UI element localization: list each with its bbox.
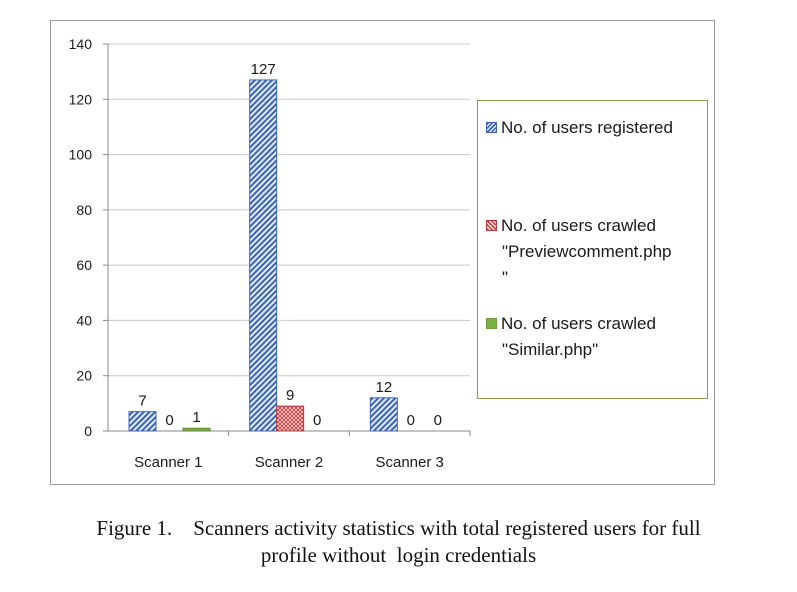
bar-0-2: [182, 427, 211, 432]
data-label-2-0: 12: [375, 379, 392, 396]
legend-entry-similar: No. of users crawled "Similar.php": [486, 311, 706, 363]
bar-1-0: [249, 79, 278, 432]
y-tick-label-100: 100: [69, 147, 93, 163]
data-label-0-2: 1: [192, 409, 200, 426]
gridlines: [108, 43, 470, 432]
bar-0-0: [128, 411, 157, 432]
caption-line-1: Figure 1. Scanners activity statistics w…: [96, 516, 701, 540]
bar-2-0: [369, 397, 398, 432]
x-axis: Scanner 1 Scanner 2 Scanner 3: [134, 454, 444, 471]
legend-label-previewcomment-1: No. of users crawled: [501, 216, 656, 235]
y-tick-label-80: 80: [76, 202, 92, 218]
legend-label-previewcomment-2: "Previewcomment.php: [502, 242, 672, 261]
data-label-0-0: 7: [138, 393, 146, 410]
y-tick-label-40: 40: [76, 312, 92, 328]
data-label-0-1: 0: [165, 412, 173, 429]
bars: [128, 79, 398, 432]
data-label-1-0: 127: [251, 61, 276, 78]
y-tick-label-0: 0: [84, 423, 92, 439]
data-label-2-2: 0: [434, 412, 442, 429]
legend-label-similar-1: No. of users crawled: [501, 314, 656, 333]
y-tick-label-20: 20: [76, 368, 92, 384]
y-tick-label-60: 60: [76, 257, 92, 273]
data-labels: 7 0 1 127 9 0 12 0 0: [138, 61, 442, 429]
y-tick-label-120: 120: [69, 91, 93, 107]
caption-line-2: profile without login credentials: [260, 543, 537, 567]
y-tick-label-140: 140: [69, 36, 93, 52]
chart-legend: No. of users registered No. of users cra…: [477, 100, 708, 399]
legend-label-registered: No. of users registered: [501, 118, 673, 137]
data-label-2-1: 0: [407, 412, 415, 429]
bar-1-1: [276, 405, 305, 432]
legend-label-previewcomment-3: ": [502, 268, 509, 287]
data-label-1-1: 9: [286, 387, 294, 404]
legend-swatch-previewcomment: [486, 220, 497, 231]
x-tick-label-2: Scanner 3: [375, 454, 443, 471]
data-label-1-2: 0: [313, 412, 321, 429]
legend-swatch-registered: [486, 122, 497, 133]
x-tick-label-0: Scanner 1: [134, 454, 202, 471]
legend-swatch-similar: [486, 318, 497, 329]
legend-label-similar-2: "Similar.php": [502, 340, 599, 359]
legend-entry-registered: No. of users registered: [486, 115, 706, 141]
x-tick-label-1: Scanner 2: [255, 454, 323, 471]
figure-caption: Figure 1. Scanners activity statistics w…: [0, 515, 797, 569]
legend-entry-previewcomment: No. of users crawled "Previewcomment.php…: [486, 213, 706, 291]
